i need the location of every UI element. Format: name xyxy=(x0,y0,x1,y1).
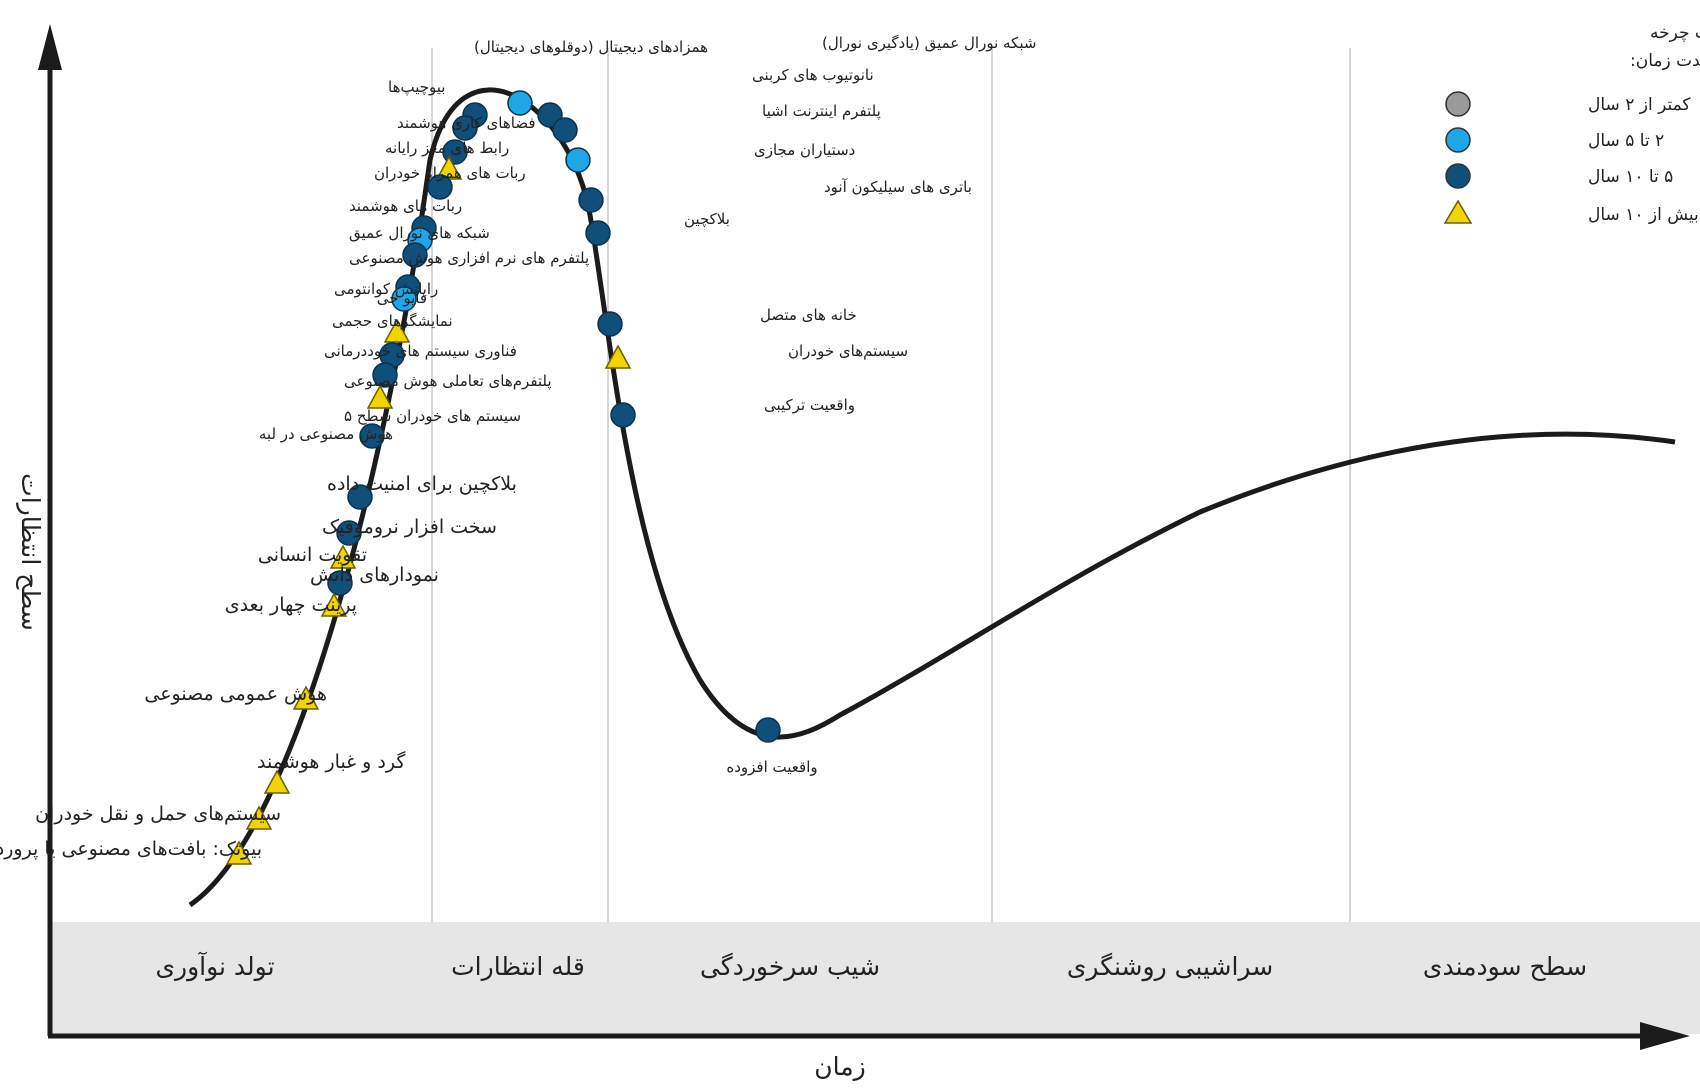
legend: گردآوری اطلاعات چرخه در مدت زمان: کمتر ا… xyxy=(1443,21,1700,225)
technology-marker xyxy=(452,115,478,141)
x-axis-title: زمان xyxy=(814,1052,865,1081)
x-axis-arrow xyxy=(1640,1022,1690,1050)
technology-label: دستیاران مجازی xyxy=(754,141,855,159)
phase-label-innovation-trigger: تولد نوآوری xyxy=(155,951,274,982)
technology-markers xyxy=(225,90,781,865)
technology-marker xyxy=(610,402,636,428)
technology-label: واقعیت افزوده xyxy=(726,758,817,776)
technology-marker xyxy=(427,174,453,200)
legend-label: کمتر از ۲ سال xyxy=(1588,95,1691,115)
technology-marker xyxy=(263,769,291,794)
technology-marker xyxy=(327,570,353,596)
phase-band xyxy=(52,922,1700,1034)
technology-label: تقویت انسانی xyxy=(258,544,367,566)
technology-label: سخت افزار نروموفیک xyxy=(322,516,497,538)
technology-marker xyxy=(565,147,591,173)
legend-items: کمتر از ۲ سال ۲ تا ۵ سال ۵ تا ۱۰ سال بیش از… xyxy=(1443,91,1699,225)
phase-label-plateau: سطح سودمندی xyxy=(1423,952,1587,982)
technology-marker xyxy=(347,484,373,510)
technology-label: پلتفرم های نرم افزاری هوش مصنوعی xyxy=(349,249,589,268)
technology-marker xyxy=(320,592,348,617)
technology-label: باتری های سیلیکون آنود xyxy=(824,178,972,196)
technology-label: بیوچیپ‌ها xyxy=(388,78,445,97)
technology-marker xyxy=(336,520,362,546)
technology-marker xyxy=(552,117,578,143)
technology-label: رایانش کوانتومی xyxy=(334,280,438,298)
technology-label: پرینت چهار بعدی xyxy=(225,594,357,616)
legend-label: ۲ تا ۵ سال xyxy=(1588,131,1664,151)
technology-labels: شبکه نورال عمیق (یادگیری نورال) همزادهای … xyxy=(0,34,1036,860)
legend-marker xyxy=(1443,199,1473,224)
technology-marker xyxy=(402,242,428,268)
technology-label: رابط های مغز رایانه xyxy=(385,139,509,157)
technology-label: سیستم‌های حمل و نقل خودران xyxy=(35,803,281,825)
technology-label: هوش عمومی مصنوعی xyxy=(144,683,327,705)
technology-label: شبکه نورال عمیق (یادگیری نورال) xyxy=(822,34,1036,52)
technology-marker xyxy=(597,311,623,337)
technology-label: نمایشگرهای حجمی xyxy=(332,312,453,330)
technology-marker xyxy=(245,805,273,830)
legend-label: بیش از ۱۰ سال xyxy=(1588,205,1699,225)
technology-label: فضاهای کاری هوشمند xyxy=(397,114,536,132)
technology-marker xyxy=(755,717,781,743)
technology-label: شبکه های نورال عمیق xyxy=(349,224,490,242)
y-axis-arrow xyxy=(38,24,62,70)
technology-label: گرد و غبار هوشمند xyxy=(257,750,406,773)
technology-label: هوش مصنوعی در لبه xyxy=(259,425,393,443)
technology-label: سیستم های خودران سطح ۵ xyxy=(344,407,521,425)
phase-label-peak: قله انتظارات xyxy=(451,952,585,981)
technology-marker xyxy=(359,423,385,449)
technology-marker xyxy=(604,344,632,369)
legend-label: ۵ تا ۱۰ سال xyxy=(1588,167,1673,187)
legend-title-line2: در مدت زمان: xyxy=(1630,51,1700,71)
technology-marker xyxy=(366,384,394,409)
technology-marker xyxy=(383,318,411,343)
technology-marker xyxy=(391,286,417,312)
technology-label: پلتفرم‌های تعاملی هوش مصنوعی xyxy=(344,372,552,391)
technology-marker xyxy=(292,685,320,710)
technology-marker xyxy=(507,90,533,116)
technology-label: فناوری سیستم های خوددرمانی xyxy=(324,342,517,360)
technology-label: ربات های هوشمند xyxy=(349,197,462,215)
technology-label: پلتفرم اینترنت اشیا xyxy=(762,102,881,121)
legend-title-line1: گردآوری اطلاعات چرخه xyxy=(1650,21,1700,43)
legend-marker xyxy=(1445,91,1471,117)
legend-marker xyxy=(1445,163,1471,189)
technology-marker xyxy=(225,840,253,865)
technology-marker xyxy=(585,220,611,246)
y-axis-title: سطح انتظارات xyxy=(15,473,45,631)
technology-marker xyxy=(372,362,398,388)
technology-label: نمودارهای دانش xyxy=(310,564,439,586)
technology-label: بیوتک: بافت‌های مصنوعی یا پرورده xyxy=(0,838,262,860)
technology-marker xyxy=(578,187,604,213)
technology-label: خانه های متصل xyxy=(760,306,857,324)
technology-label: نانوتیوب های کربنی xyxy=(752,66,874,84)
technology-marker xyxy=(329,544,357,569)
technology-label: واقعیت ترکیبی xyxy=(764,396,855,414)
technology-label: فایو جی xyxy=(377,289,427,307)
technology-label: بلاکچین xyxy=(684,210,730,228)
phase-label-slope: سراشیبی روشنگری xyxy=(1067,952,1273,982)
technology-label: ربات های همراه خودران xyxy=(374,164,526,182)
technology-label: همزادهای دیجیتال (دوقلوهای دیجیتال) xyxy=(474,38,708,56)
technology-label: سیستم‌های خودران xyxy=(788,342,908,360)
technology-label: بلاکچین برای امنیت داده xyxy=(327,473,517,495)
legend-marker xyxy=(1445,127,1471,153)
phase-label-trough: شیب سرخوردگی xyxy=(700,952,880,981)
